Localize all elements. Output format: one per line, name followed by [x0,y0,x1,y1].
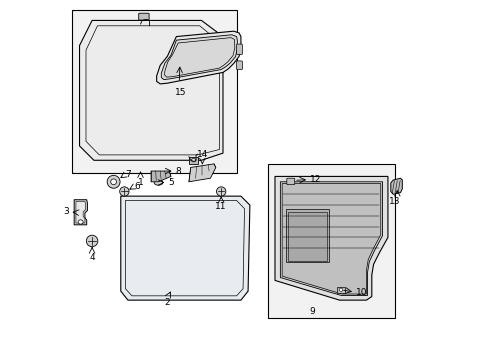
Bar [72,10,236,173]
Polygon shape [121,196,249,300]
Circle shape [107,175,120,188]
Text: 9: 9 [309,307,315,316]
Ellipse shape [339,288,342,291]
Circle shape [110,179,116,185]
Bar [336,287,344,293]
Polygon shape [151,171,171,182]
Polygon shape [76,202,85,223]
Bar [287,212,326,261]
Text: 5: 5 [168,178,174,187]
Text: 11: 11 [215,202,226,211]
FancyBboxPatch shape [236,61,242,69]
Ellipse shape [78,220,83,224]
Polygon shape [161,35,237,80]
Ellipse shape [154,180,163,185]
Text: 15: 15 [174,88,186,97]
Bar [188,157,198,163]
Bar [267,164,394,318]
Polygon shape [282,184,380,294]
Text: 8: 8 [175,167,181,176]
Polygon shape [280,182,382,296]
Circle shape [86,235,98,247]
Text: 12: 12 [309,175,321,184]
Text: 1: 1 [137,178,143,187]
FancyBboxPatch shape [236,44,242,54]
Polygon shape [390,178,402,194]
Text: 14: 14 [196,150,207,159]
Polygon shape [156,31,241,84]
Polygon shape [188,164,215,182]
Text: 6: 6 [134,182,140,191]
Text: 13: 13 [388,197,399,206]
Text: 2: 2 [164,298,170,307]
Bar [285,209,328,262]
Text: 7: 7 [125,170,131,179]
FancyBboxPatch shape [286,178,294,185]
Text: 3: 3 [63,207,69,216]
Text: 4: 4 [89,253,95,262]
Circle shape [216,187,225,196]
Polygon shape [274,176,387,300]
FancyBboxPatch shape [139,13,149,20]
Text: 10: 10 [355,288,367,297]
Circle shape [120,187,129,196]
Polygon shape [74,200,87,225]
Ellipse shape [191,159,195,162]
Polygon shape [80,21,223,160]
